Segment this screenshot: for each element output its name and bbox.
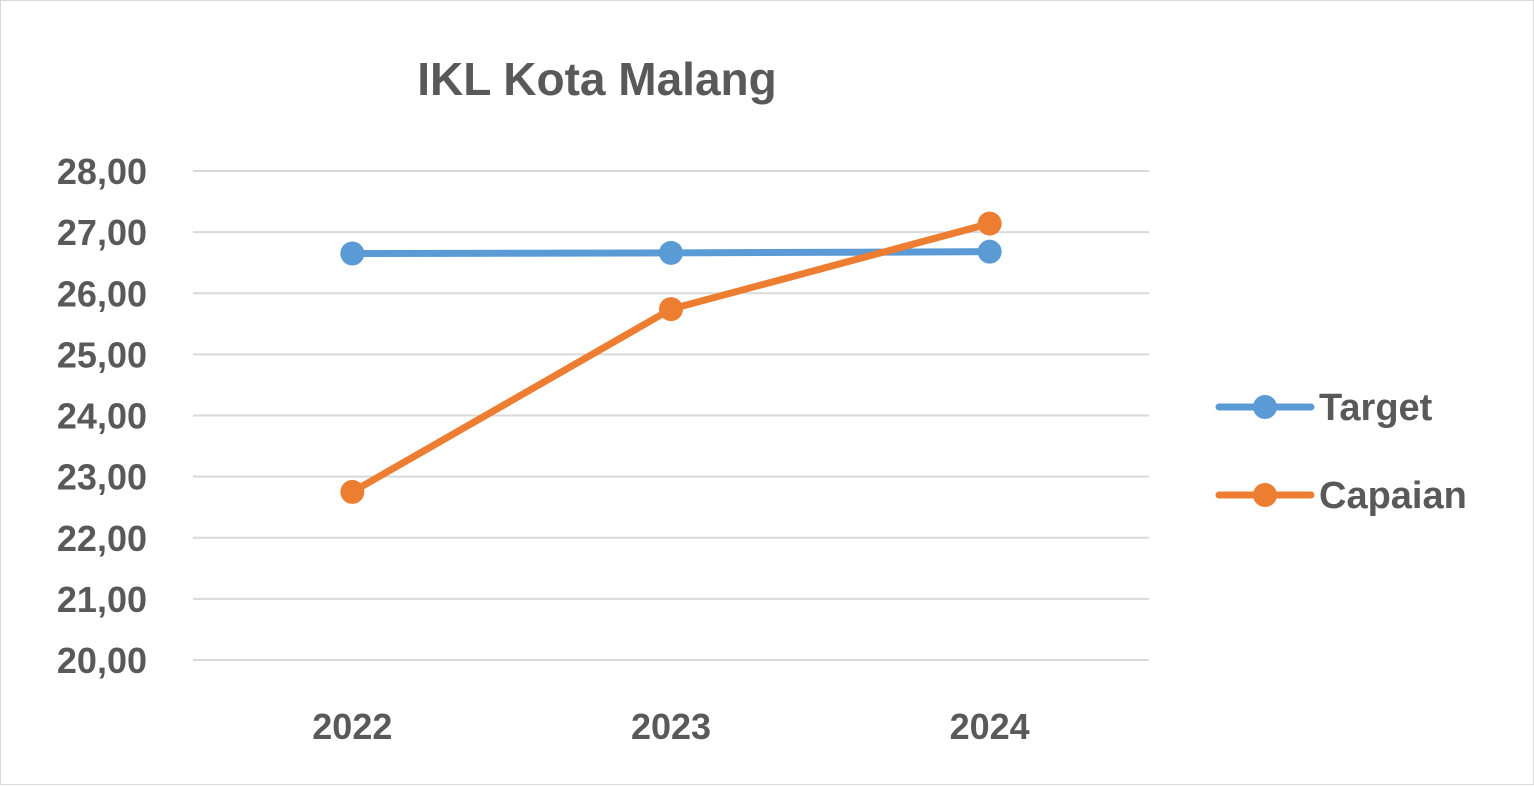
y-tick-label: 24,00 <box>57 396 147 437</box>
x-tick-label: 2022 <box>312 706 392 747</box>
y-tick-label: 20,00 <box>57 640 147 681</box>
y-tick-label: 26,00 <box>57 273 147 314</box>
chart-title: IKL Kota Malang <box>417 53 777 105</box>
data-point-target <box>659 240 683 265</box>
data-point-target <box>977 239 1002 264</box>
legend-marker-capaian <box>1253 483 1277 507</box>
x-axis-ticks: 2022 2023 2024 <box>312 706 1029 747</box>
gridlines <box>193 170 1149 661</box>
data-point-capaian <box>659 297 683 322</box>
data-point-capaian <box>340 479 365 504</box>
legend-label-capaian: Capaian <box>1319 475 1467 517</box>
legend-marker-target <box>1253 395 1277 419</box>
x-tick-label: 2023 <box>631 706 711 747</box>
y-tick-label: 21,00 <box>57 579 147 620</box>
series-lines <box>340 211 1002 504</box>
y-tick-label: 22,00 <box>57 518 147 559</box>
y-axis-ticks: 20,00 21,00 22,00 23,00 24,00 25,00 26,00 27,00… <box>57 151 147 681</box>
data-point-target <box>340 241 365 266</box>
x-tick-label: 2024 <box>950 706 1030 747</box>
y-tick-label: 23,00 <box>57 457 147 498</box>
data-point-capaian <box>977 211 1002 236</box>
legend: Target Capaian <box>1215 387 1467 517</box>
y-tick-label: 25,00 <box>57 334 147 375</box>
legend-label-target: Target <box>1319 387 1433 429</box>
y-tick-label: 28,00 <box>57 151 147 192</box>
y-tick-label: 27,00 <box>57 212 147 253</box>
